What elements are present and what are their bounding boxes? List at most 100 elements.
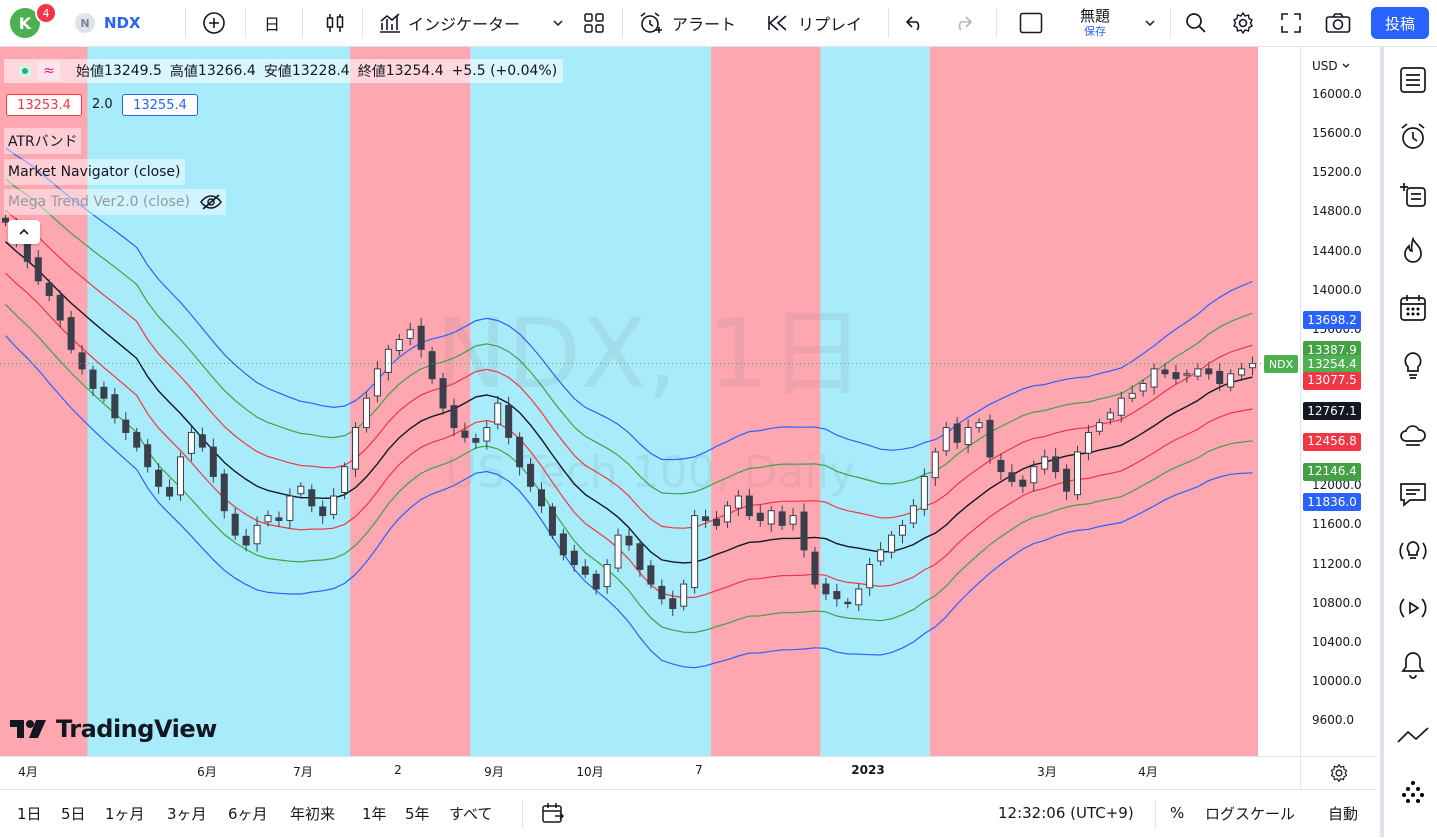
range-button[interactable]: 5日 [61, 790, 86, 836]
chart-pane[interactable]: NDX, 1日 US Tech 100, Daily ≈ 始値 13249.5 高値… [0, 47, 1377, 788]
candle-body [505, 404, 513, 438]
candle-body [1139, 383, 1147, 392]
indicators-button[interactable]: インジケーター [378, 0, 538, 46]
layout-name-button[interactable]: 無題 保存 [1060, 0, 1130, 46]
compare-symbol-button[interactable] [199, 0, 229, 46]
price-axis[interactable] [1300, 47, 1377, 756]
layout-select-button[interactable] [1017, 0, 1045, 46]
replay-button[interactable]: リプレイ [766, 0, 876, 46]
alarm-clock-icon [640, 12, 662, 33]
candle-body [428, 351, 436, 380]
future-space [1258, 47, 1300, 756]
candle-body [778, 511, 786, 526]
indicators-dropdown-button[interactable] [548, 0, 568, 46]
range-button[interactable]: 1年 [362, 790, 387, 836]
chart-type-button[interactable] [320, 0, 350, 46]
redo-button[interactable] [950, 0, 976, 46]
candle [450, 398, 458, 437]
range-button[interactable]: 1日 [17, 790, 42, 836]
candle-body [176, 456, 185, 496]
lower-middle-band [5, 303, 1253, 634]
candle [166, 479, 174, 501]
layout-menu-button[interactable] [1140, 0, 1160, 46]
grid-icon [584, 13, 604, 33]
range-button[interactable]: 6ヶ月 [228, 790, 268, 836]
indicator-market-navigator[interactable]: Market Navigator (close) [4, 159, 185, 185]
candle [527, 458, 535, 492]
candle-body [833, 590, 841, 600]
range-button[interactable]: 1ヶ月 [105, 790, 145, 836]
date-range-button[interactable] [541, 790, 565, 836]
price-tick: 14400.0 [1312, 243, 1362, 258]
candle-body [144, 444, 152, 468]
tradingview-logo[interactable]: TradingView [10, 715, 217, 743]
time-axis[interactable] [0, 756, 1300, 788]
candle [997, 453, 1005, 481]
candle [111, 387, 119, 424]
alerts-panel-button[interactable] [1396, 120, 1430, 154]
indicator-mega-trend[interactable]: Mega Trend Ver2.0 (close) [4, 189, 226, 215]
range-label: 年初来 [290, 804, 336, 823]
snapshot-button[interactable] [1323, 0, 1353, 46]
alert-button[interactable]: アラート [638, 0, 748, 46]
candle-body [1106, 412, 1114, 420]
templates-button[interactable] [580, 0, 608, 46]
log-scale-button[interactable]: ログスケール [1205, 790, 1295, 836]
chats-button[interactable] [1396, 477, 1430, 511]
range-button[interactable]: 5年 [405, 790, 430, 836]
more-panels-button[interactable] [1396, 775, 1430, 809]
currency-button[interactable]: USD [1312, 59, 1351, 73]
auto-scale-button[interactable]: 自動 [1328, 790, 1358, 836]
trading-panel-button[interactable] [1396, 719, 1430, 753]
ask-price-button[interactable]: 13255.4 [122, 94, 198, 116]
indicator-name: Market Navigator (close) [8, 164, 181, 180]
data-window-button[interactable] [1396, 177, 1430, 211]
fullscreen-button[interactable] [1278, 0, 1304, 46]
watchlist-button[interactable] [1396, 63, 1430, 97]
hotlists-button[interactable] [1396, 234, 1430, 268]
visibility-dot-icon[interactable] [18, 64, 32, 78]
trend-zone [87, 47, 351, 756]
trend-zone [929, 47, 1258, 756]
percent-scale-button[interactable]: % [1170, 790, 1184, 836]
streams-button[interactable] [1396, 534, 1430, 568]
eye-hidden-icon[interactable] [200, 194, 222, 210]
interval-button[interactable]: 日 [257, 0, 287, 46]
price-marker-value: 11836.0 [1307, 494, 1357, 509]
layout-name: 無題 [1079, 7, 1110, 25]
calendar-button[interactable] [1396, 291, 1430, 325]
range-button[interactable]: すべて [449, 790, 492, 836]
range-button[interactable]: 年初来 [290, 790, 335, 836]
price-chart[interactable]: NDX, 1日 US Tech 100, Daily [0, 47, 1376, 787]
settings-button[interactable] [1229, 0, 1257, 46]
candle-body [1161, 369, 1169, 375]
candle [1052, 448, 1060, 479]
notifications-button[interactable] [1396, 648, 1430, 682]
price-tick: 10400.0 [1312, 634, 1362, 649]
ask-price: 13255.4 [133, 97, 187, 113]
publish-button[interactable]: 投稿 [1371, 7, 1429, 39]
candle [1205, 362, 1213, 380]
candle [1063, 464, 1071, 500]
search-icon [1186, 13, 1206, 33]
range-button[interactable]: 3ヶ月 [167, 790, 207, 836]
undo-button[interactable] [902, 0, 928, 46]
news-button[interactable] [1396, 419, 1430, 453]
axis-settings-button[interactable] [1300, 756, 1377, 788]
search-button[interactable] [1182, 0, 1210, 46]
notification-badge: 4 [35, 2, 57, 24]
collapse-legend-button[interactable] [8, 220, 40, 244]
candle-body [1194, 368, 1202, 377]
live-button[interactable] [1396, 591, 1430, 625]
symbol-wave-icon[interactable]: ≈ [38, 61, 60, 81]
candle-body [844, 601, 852, 605]
ideas-button[interactable] [1396, 348, 1430, 382]
symbol-logo-icon: N [75, 13, 95, 33]
candle-body [395, 339, 403, 351]
candle-body [909, 505, 917, 524]
indicator-atr-bands[interactable]: ATRバンド [4, 128, 82, 154]
bid-price-button[interactable]: 13253.4 [6, 94, 82, 116]
timezone-button[interactable]: 12:32:06 (UTC+9) [998, 790, 1134, 836]
symbol-search-button[interactable]: N NDX [75, 0, 165, 46]
candle [931, 447, 939, 486]
